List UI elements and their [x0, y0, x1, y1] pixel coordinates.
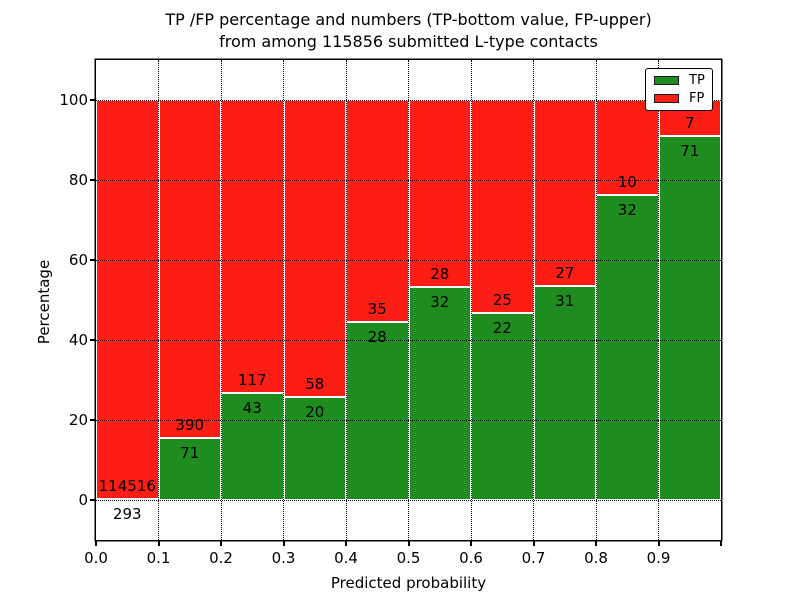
tp-count-label: 32 — [617, 201, 637, 220]
vertical-gridline — [345, 60, 347, 540]
fp-count-label: 10 — [617, 173, 637, 192]
vertical-gridline — [220, 60, 222, 540]
x-tick-mark — [470, 541, 472, 546]
vertical-gridline — [158, 60, 159, 540]
tp-count-label: 32 — [430, 292, 450, 311]
legend-label-tp: TP — [689, 73, 705, 88]
x-tick-mark — [657, 541, 660, 546]
tp-count-label: 43 — [242, 398, 262, 417]
y-tick-mark — [90, 339, 95, 341]
tp-count-label: 22 — [492, 318, 512, 337]
plot-area: TP FP Percentage Predicted probability 1… — [35, 60, 722, 592]
fp-count-label: 35 — [367, 300, 387, 319]
x-tick-mark — [720, 541, 722, 546]
legend-swatch-tp — [654, 76, 679, 85]
x-tick-mark — [407, 541, 410, 546]
tp-count-label: 31 — [555, 292, 575, 311]
fp-count-label: 114516 — [98, 476, 156, 495]
y-tick-mark — [90, 259, 95, 261]
y-tick-label: 60 — [68, 251, 88, 269]
tp-count-label: 71 — [180, 444, 200, 463]
vertical-gridline — [408, 60, 409, 540]
bar-fp-segment — [346, 100, 409, 323]
y-tick-label: 100 — [59, 91, 88, 109]
bar-fp-segment — [158, 100, 221, 439]
fp-count-label: 58 — [305, 375, 325, 394]
bar-fp-segment — [96, 100, 159, 499]
x-tick-mark — [282, 541, 285, 546]
x-axis-label: Predicted probability — [330, 574, 487, 592]
vertical-gridline — [595, 60, 597, 540]
horizontal-gridline — [96, 259, 721, 261]
x-tick-label: 0.3 — [271, 549, 296, 567]
vertical-gridline — [470, 60, 472, 540]
legend-label-fp: FP — [689, 91, 705, 106]
fp-count-label: 117 — [237, 370, 267, 389]
y-tick-label: 80 — [68, 171, 88, 189]
legend-entry-fp: FP — [654, 92, 705, 105]
x-tick-label: 0.6 — [459, 549, 483, 567]
x-tick-label: 0.2 — [209, 549, 233, 567]
tp-count-label: 28 — [367, 328, 387, 347]
fp-count-label: 28 — [430, 264, 450, 283]
vertical-gridline — [658, 60, 659, 540]
bar-fp-segment — [283, 100, 346, 398]
tp-count-label: 71 — [680, 141, 700, 160]
y-tick-mark — [90, 99, 95, 101]
y-tick-mark — [90, 419, 95, 421]
tp-count-label: 293 — [112, 504, 142, 523]
x-tick-label: 0.1 — [146, 549, 171, 567]
bar-tp-segment — [533, 286, 596, 500]
chart-title-line2: from among 115856 submitted L-type conta… — [219, 32, 598, 51]
fp-count-label: 25 — [492, 290, 512, 309]
horizontal-gridline — [96, 499, 721, 501]
chart-title-line1: TP /FP percentage and numbers (TP-bottom… — [165, 10, 652, 29]
legend: TP FP — [645, 68, 713, 111]
x-tick-mark — [220, 541, 222, 546]
x-tick-label: 0.8 — [584, 549, 608, 567]
x-tick-label: 0.0 — [84, 549, 108, 567]
bar-tp-segment — [658, 135, 721, 500]
x-tick-mark — [595, 541, 597, 546]
vertical-gridline — [533, 60, 534, 540]
x-tick-label: 0.4 — [334, 549, 358, 567]
horizontal-gridline — [96, 419, 721, 421]
x-tick-mark — [95, 541, 97, 546]
bar-fp-segment — [221, 100, 284, 393]
vertical-gridline — [283, 60, 284, 540]
legend-swatch-fp — [654, 94, 679, 103]
tp-count-label: 20 — [305, 403, 325, 422]
fp-count-label: 390 — [175, 416, 205, 435]
y-tick-label: 20 — [68, 411, 88, 429]
x-tick-mark — [532, 541, 535, 546]
fp-count-label: 27 — [555, 264, 575, 283]
y-tick-mark — [90, 179, 95, 181]
bar-fp-segment — [533, 100, 596, 287]
legend-entry-tp: TP — [654, 74, 705, 87]
horizontal-gridline — [96, 339, 721, 341]
bar-fp-segment — [471, 100, 534, 313]
bar-tp-segment — [346, 322, 409, 500]
bar-tp-segment — [408, 286, 471, 500]
y-tick-label: 40 — [68, 331, 88, 349]
bar-tp-segment — [596, 195, 659, 500]
horizontal-gridline — [96, 99, 721, 101]
x-tick-mark — [345, 541, 347, 546]
x-tick-label: 0.7 — [521, 549, 546, 567]
x-tick-label: 0.9 — [646, 549, 671, 567]
y-tick-mark — [90, 499, 95, 501]
y-tick-label: 0 — [78, 491, 88, 509]
x-tick-label: 0.5 — [396, 549, 421, 567]
horizontal-gridline — [96, 179, 721, 181]
chart-title: TP /FP percentage and numbers (TP-bottom… — [96, 9, 721, 53]
fp-count-label: 7 — [684, 113, 695, 132]
x-tick-mark — [157, 541, 160, 546]
bar-tp-segment — [471, 312, 534, 500]
